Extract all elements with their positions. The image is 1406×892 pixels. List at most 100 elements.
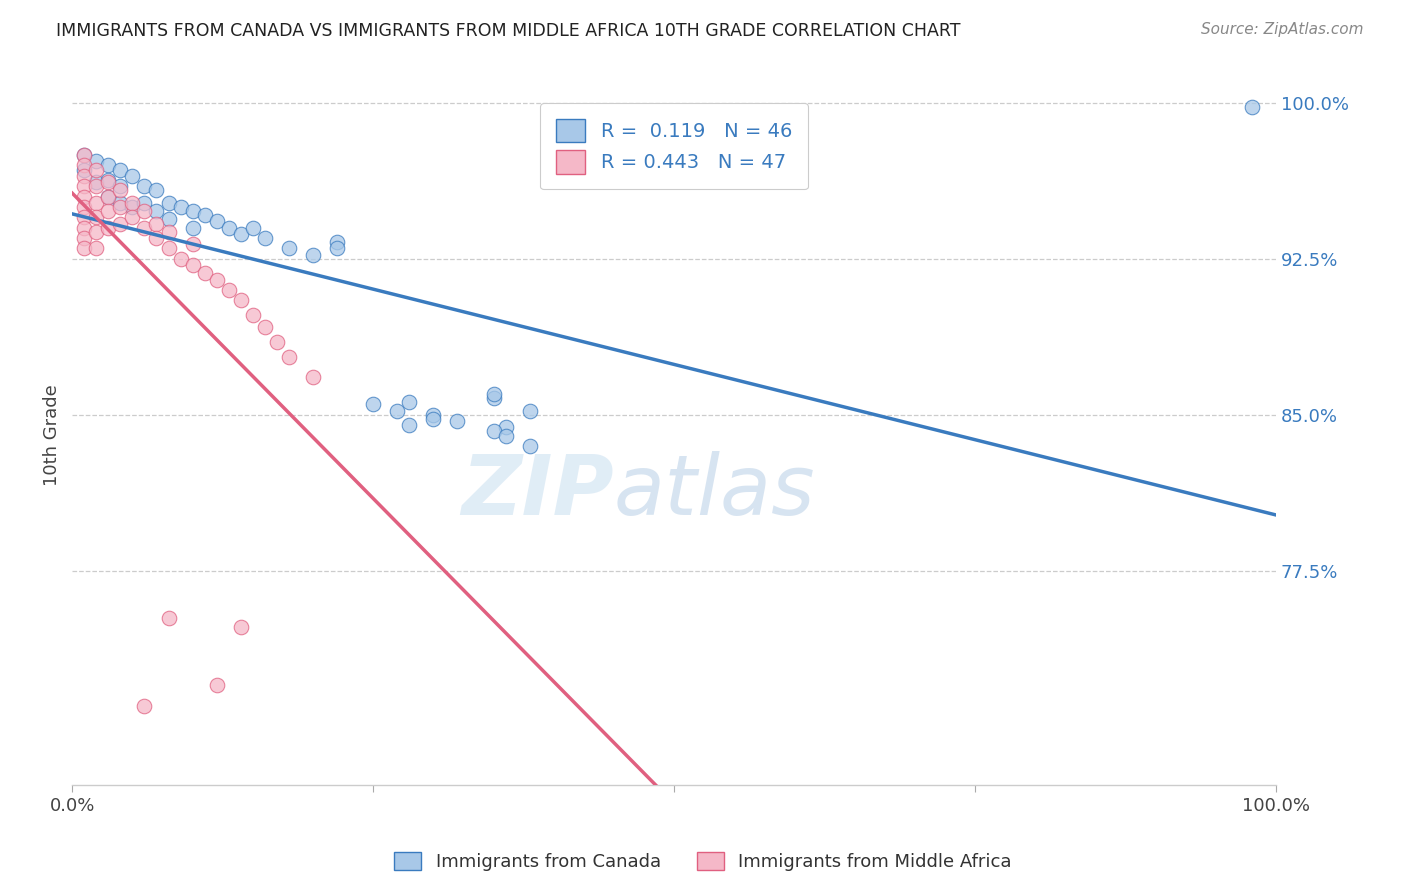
Point [121,169,143,183]
Point [482,391,505,405]
Point [181,220,204,235]
Point [110,217,132,231]
Legend: Immigrants from Canada, Immigrants from Middle Africa: Immigrants from Canada, Immigrants from … [387,845,1019,879]
Point [266,334,288,349]
Text: atlas: atlas [614,451,815,532]
Point [84,195,107,210]
Point [277,350,299,364]
Point [73,169,96,183]
Point [145,231,167,245]
Point [157,195,180,210]
Point [73,242,96,256]
Point [181,258,204,272]
Point [121,211,143,225]
Point [97,189,120,203]
Point [84,225,107,239]
Point [84,162,107,177]
Point [73,162,96,177]
Point [194,267,217,281]
Point [218,220,240,235]
Point [97,173,120,187]
Text: IMMIGRANTS FROM CANADA VS IMMIGRANTS FROM MIDDLE AFRICA 10TH GRADE CORRELATION C: IMMIGRANTS FROM CANADA VS IMMIGRANTS FRO… [56,22,960,40]
Y-axis label: 10th Grade: 10th Grade [44,384,60,486]
Point [302,248,325,262]
Point [181,204,204,219]
Point [398,418,420,433]
Point [134,220,156,235]
Point [134,195,156,210]
Point [205,678,228,692]
Point [242,220,264,235]
Point [73,211,96,225]
Point [157,611,180,625]
Point [97,220,120,235]
Point [326,235,349,250]
Point [326,242,349,256]
Point [229,620,252,634]
Point [398,395,420,409]
Point [157,212,180,227]
Point [110,162,132,177]
Point [145,204,167,219]
Point [97,175,120,189]
Point [169,252,191,266]
Point [73,158,96,172]
Point [218,283,240,297]
Point [110,200,132,214]
Point [73,220,96,235]
Point [73,231,96,245]
Point [110,183,132,197]
Point [229,227,252,241]
Point [181,237,204,252]
Point [134,179,156,194]
Point [97,204,120,219]
Point [495,428,517,442]
Text: ZIP: ZIP [461,451,614,532]
Point [145,183,167,197]
Point [73,179,96,194]
Point [84,154,107,169]
Point [73,189,96,203]
Point [157,242,180,256]
Point [242,308,264,322]
Point [145,217,167,231]
Point [482,387,505,401]
Point [253,231,276,245]
Point [97,189,120,203]
Point [277,242,299,256]
Point [110,195,132,210]
Point [157,225,180,239]
Point [134,204,156,219]
Point [253,320,276,334]
Point [121,195,143,210]
Point [97,158,120,172]
Point [73,148,96,162]
Legend: R =  0.119   N = 46, R = 0.443   N = 47: R = 0.119 N = 46, R = 0.443 N = 47 [540,103,807,189]
Point [73,148,96,162]
Point [1240,100,1263,114]
Point [84,179,107,194]
Point [84,175,107,189]
Point [422,412,444,426]
Point [169,200,191,214]
Point [302,370,325,384]
Point [194,208,217,222]
Point [229,293,252,308]
Point [361,397,384,411]
Text: Source: ZipAtlas.com: Source: ZipAtlas.com [1201,22,1364,37]
Point [205,273,228,287]
Point [446,414,468,428]
Point [205,214,228,228]
Point [482,425,505,439]
Point [73,200,96,214]
Point [84,211,107,225]
Point [110,179,132,194]
Point [422,408,444,422]
Point [134,698,156,713]
Point [495,420,517,434]
Point [387,403,409,417]
Point [519,403,541,417]
Point [519,439,541,453]
Point [121,200,143,214]
Point [84,242,107,256]
